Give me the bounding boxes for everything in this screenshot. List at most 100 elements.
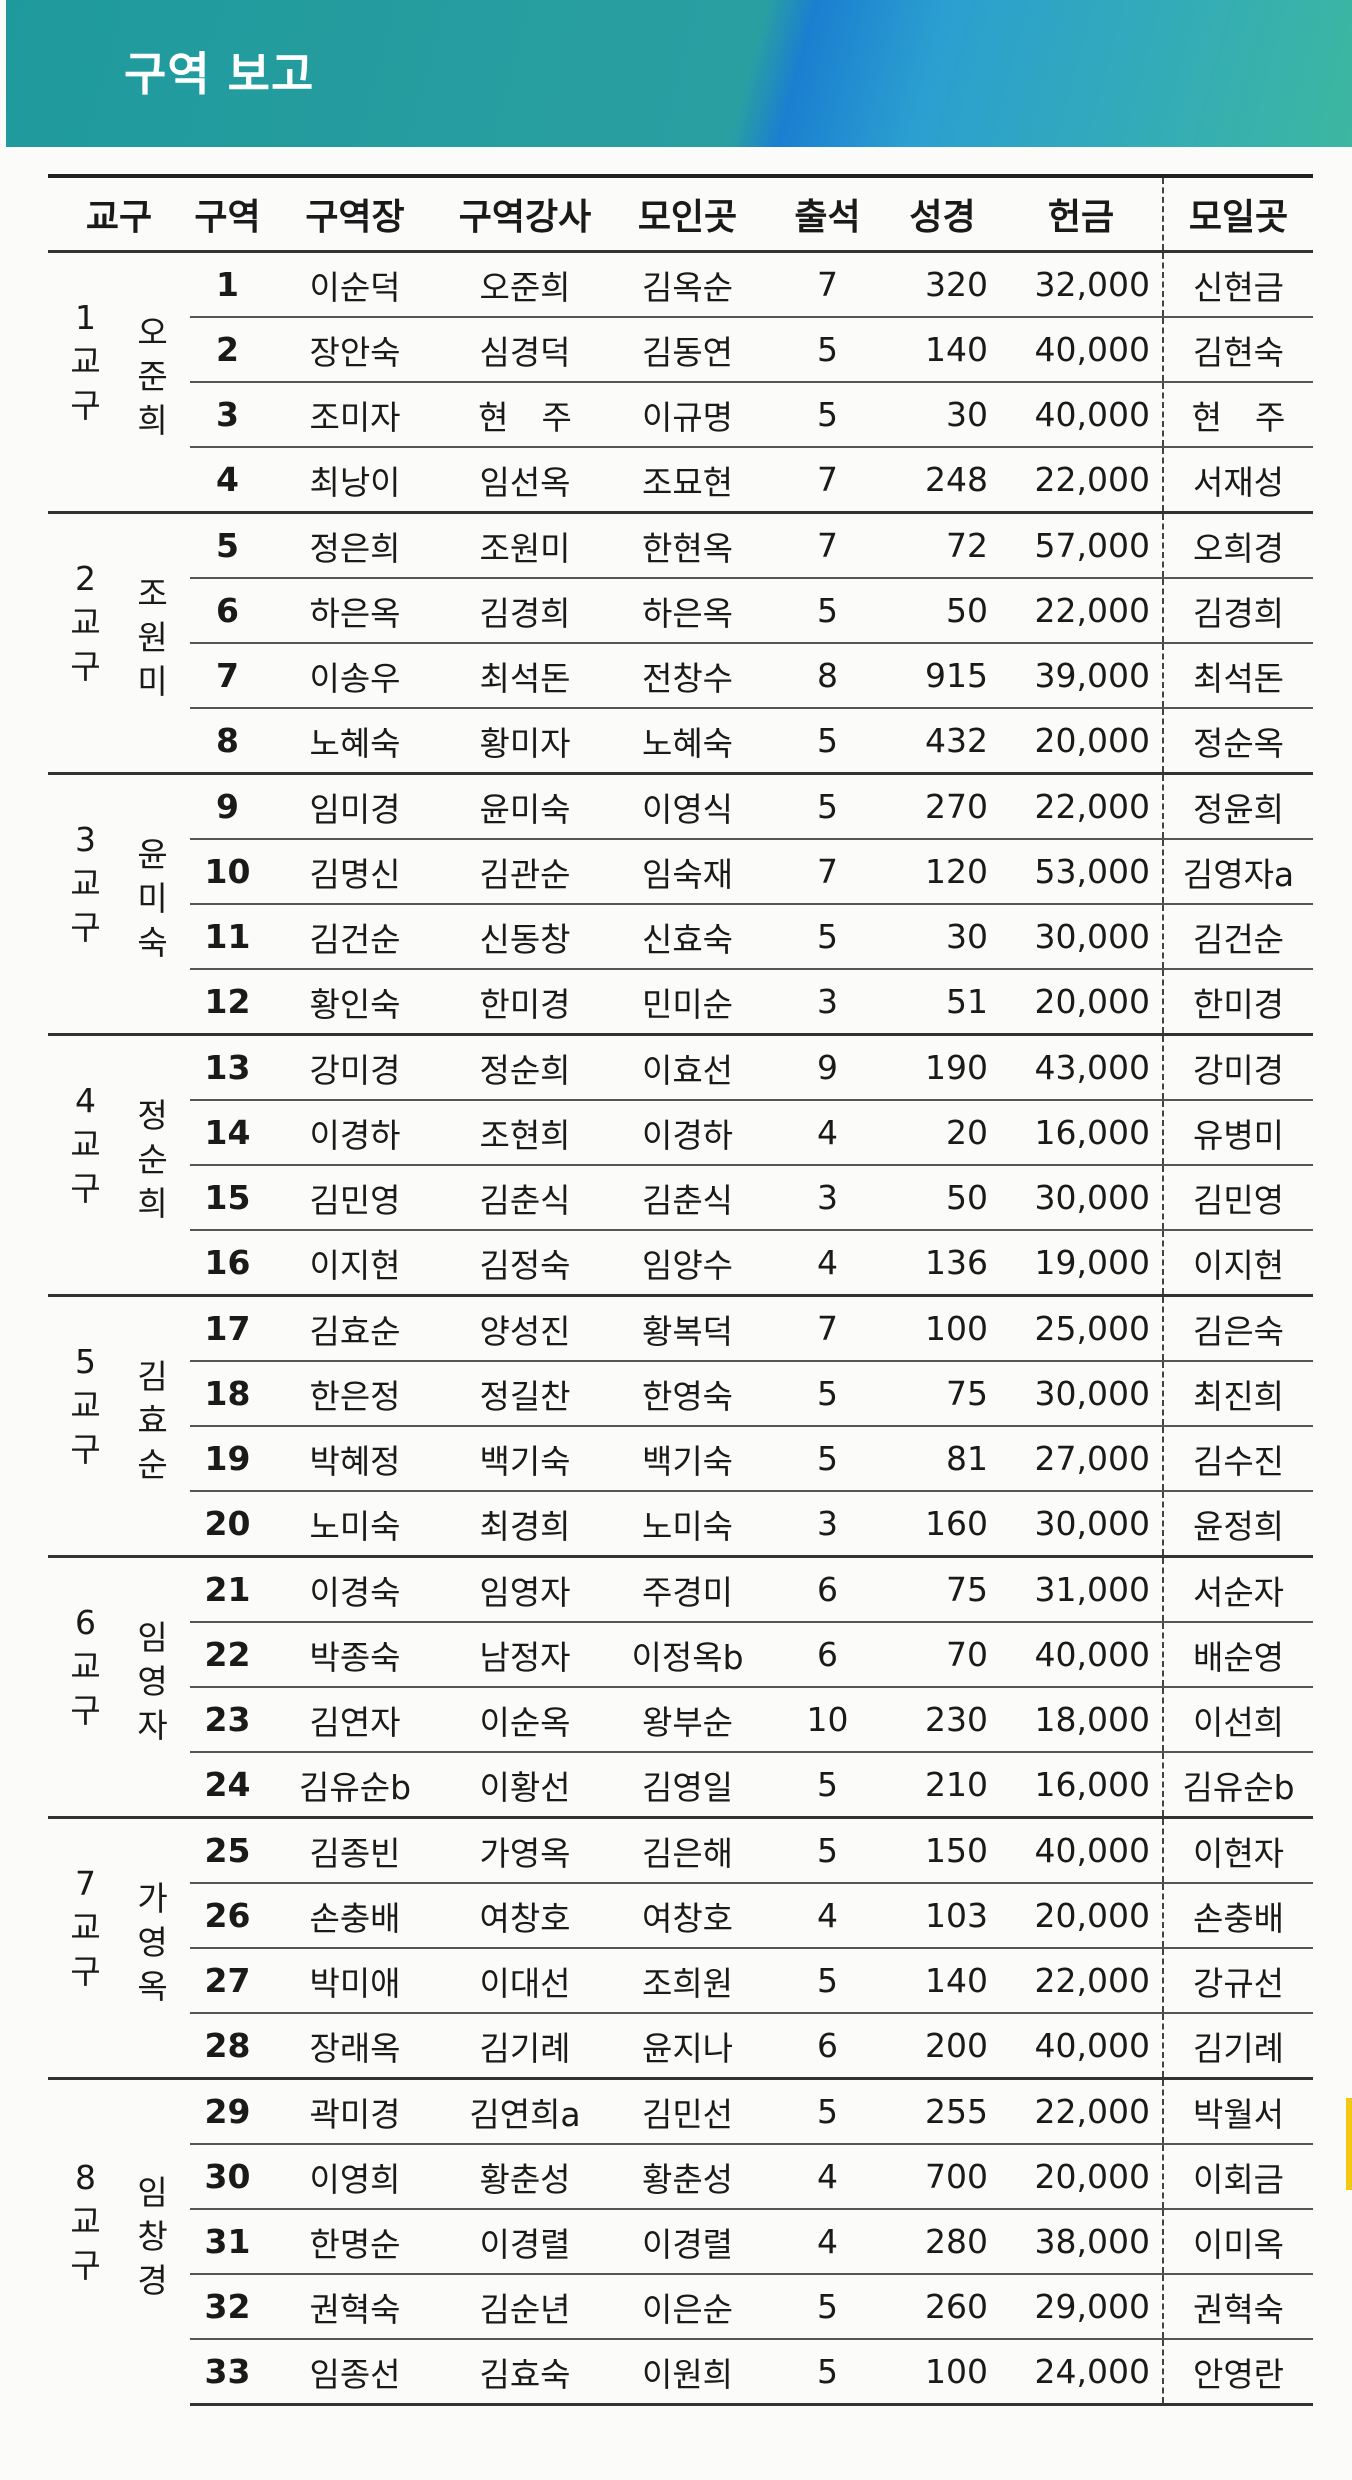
table-row: 18 한은정 정길찬 한영숙 5 75 30,000 최진희 [48, 1360, 1313, 1426]
cell-next-place: 이미옥 [1162, 2208, 1313, 2274]
header-offering: 헌금 [1000, 174, 1163, 253]
cell-next-place: 서재성 [1162, 446, 1313, 513]
cell-attendance: 5 [770, 1751, 885, 1818]
cell-meeting-place: 이경하 [605, 1099, 770, 1165]
cell-district: 32 [190, 2273, 265, 2339]
pastor-name-char: 미 [137, 879, 168, 918]
pastor-name-char: 희 [137, 401, 168, 440]
pastor-name-char: 영 [137, 1923, 168, 1962]
header-meeting-place: 모인곳 [605, 174, 770, 253]
cell-leader: 장안숙 [265, 316, 445, 382]
table-row: 8 노혜숙 황미자 노혜숙 5 432 20,000 정순옥 [48, 707, 1313, 774]
cell-next-place: 서순자 [1162, 1555, 1313, 1622]
cell-meeting-place: 이원희 [605, 2338, 770, 2406]
cell-district: 28 [190, 2012, 265, 2079]
cell-bible: 72 [885, 511, 1000, 578]
cell-teacher: 가영옥 [445, 1816, 605, 1883]
cell-teacher: 양성진 [445, 1294, 605, 1361]
cell-leader: 이지현 [265, 1229, 445, 1296]
cell-attendance: 4 [770, 1099, 885, 1165]
cell-meeting-place: 김춘식 [605, 1164, 770, 1230]
pastor-name-char: 영 [137, 1662, 168, 1701]
cell-offering: 31,000 [1000, 1555, 1163, 1622]
cell-leader: 조미자 [265, 381, 445, 447]
cell-district: 11 [190, 903, 265, 969]
cell-meeting-place: 윤지나 [605, 2012, 770, 2079]
table-row: 7 이송우 최석돈 전창수 8 915 39,000 최석돈 [48, 642, 1313, 708]
cell-bible: 255 [885, 2077, 1000, 2144]
cell-offering: 53,000 [1000, 838, 1163, 904]
parish-label-char: 구 [70, 1430, 101, 1469]
table-row: 6 교 구 임 영 자 21 이경숙 임영자 주경미 6 75 31,000 서순자 [48, 1555, 1313, 1818]
cell-district: 30 [190, 2143, 265, 2209]
cell-meeting-place: 김영일 [605, 1751, 770, 1818]
cell-offering: 22,000 [1000, 2077, 1163, 2144]
cell-leader: 하은옥 [265, 577, 445, 643]
pastor-name-char: 임 [137, 1618, 168, 1657]
cell-leader: 박미애 [265, 1947, 445, 2013]
cell-offering: 40,000 [1000, 1621, 1163, 1687]
cell-bible: 30 [885, 381, 1000, 447]
pastor-name-char: 조 [137, 574, 168, 613]
cell-offering: 24,000 [1000, 2338, 1163, 2406]
cell-teacher: 최경희 [445, 1490, 605, 1557]
cell-teacher: 김순년 [445, 2273, 605, 2339]
cell-bible: 280 [885, 2208, 1000, 2274]
cell-attendance: 6 [770, 1621, 885, 1687]
table-row: 2 장안숙 심경덕 김동연 5 140 40,000 김현숙 [48, 316, 1313, 382]
pastor-name-char: 자 [137, 1706, 168, 1745]
table-row: 24 김유순b 이황선 김영일 5 210 16,000 김유순b [48, 1751, 1313, 1818]
cell-offering: 22,000 [1000, 772, 1163, 839]
pastor-name-char: 임 [137, 2173, 168, 2213]
parish-label-char: 구 [70, 386, 101, 425]
parish-label-char: 구 [70, 1952, 101, 1991]
cell-teacher: 현 주 [445, 381, 605, 447]
cell-next-place: 김유순b [1162, 1751, 1313, 1818]
table-row: 1 교 구 오 준 희 1 이순덕 오준희 김옥순 7 320 32,000 신현금 [48, 251, 1313, 440]
parish-number: 4 [75, 1081, 96, 1120]
table-row: 30 이영희 황춘성 황춘성 4 700 20,000 이회금 [48, 2143, 1313, 2209]
district-report-table: 교구 구역 구역장 구역강사 모인곳 출석 성경 헌금 모일곳 1 교 구 오 준 희 1 이순덕 오준희 김옥순… [48, 174, 1313, 2406]
parish-number: 7 [75, 1864, 96, 1903]
cell-offering: 40,000 [1000, 2012, 1163, 2079]
table-row: 14 이경하 조현희 이경하 4 20 16,000 유병미 [48, 1099, 1313, 1165]
cell-offering: 22,000 [1000, 446, 1163, 513]
cell-teacher: 김경희 [445, 577, 605, 643]
cell-next-place: 최석돈 [1162, 642, 1313, 708]
header-bible: 성경 [885, 174, 1000, 253]
table-row: 10 김명신 김관순 임숙재 7 120 53,000 김영자a [48, 838, 1313, 904]
cell-teacher: 심경덕 [445, 316, 605, 382]
cell-teacher: 신동창 [445, 903, 605, 969]
cell-offering: 18,000 [1000, 1686, 1163, 1752]
cell-bible: 700 [885, 2143, 1000, 2209]
cell-meeting-place: 하은옥 [605, 577, 770, 643]
table-row: 3 교 구 윤 미 숙 9 임미경 윤미숙 이영식 5 270 22,000 정윤희 [48, 772, 1313, 1035]
cell-leader: 박혜정 [265, 1425, 445, 1491]
cell-teacher: 김효숙 [445, 2338, 605, 2406]
cell-offering: 19,000 [1000, 1229, 1163, 1296]
cell-district: 3 [190, 381, 265, 447]
cell-next-place: 정순옥 [1162, 707, 1313, 774]
cell-next-place: 이회금 [1162, 2143, 1313, 2209]
pastor-name-char: 옥 [137, 1967, 168, 2006]
table-row: 4 최낭이 임선옥 조묘현 7 248 22,000 서재성 [48, 446, 1313, 513]
cell-attendance: 5 [770, 2273, 885, 2339]
pastor-name-char: 희 [137, 1184, 168, 1223]
cell-district: 33 [190, 2338, 265, 2406]
table-row: 15 김민영 김춘식 김춘식 3 50 30,000 김민영 [48, 1164, 1313, 1230]
cell-next-place: 유병미 [1162, 1099, 1313, 1165]
cell-bible: 100 [885, 2338, 1000, 2406]
cell-district: 13 [190, 1033, 265, 1100]
cell-bible: 75 [885, 1360, 1000, 1426]
cell-offering: 16,000 [1000, 1099, 1163, 1165]
